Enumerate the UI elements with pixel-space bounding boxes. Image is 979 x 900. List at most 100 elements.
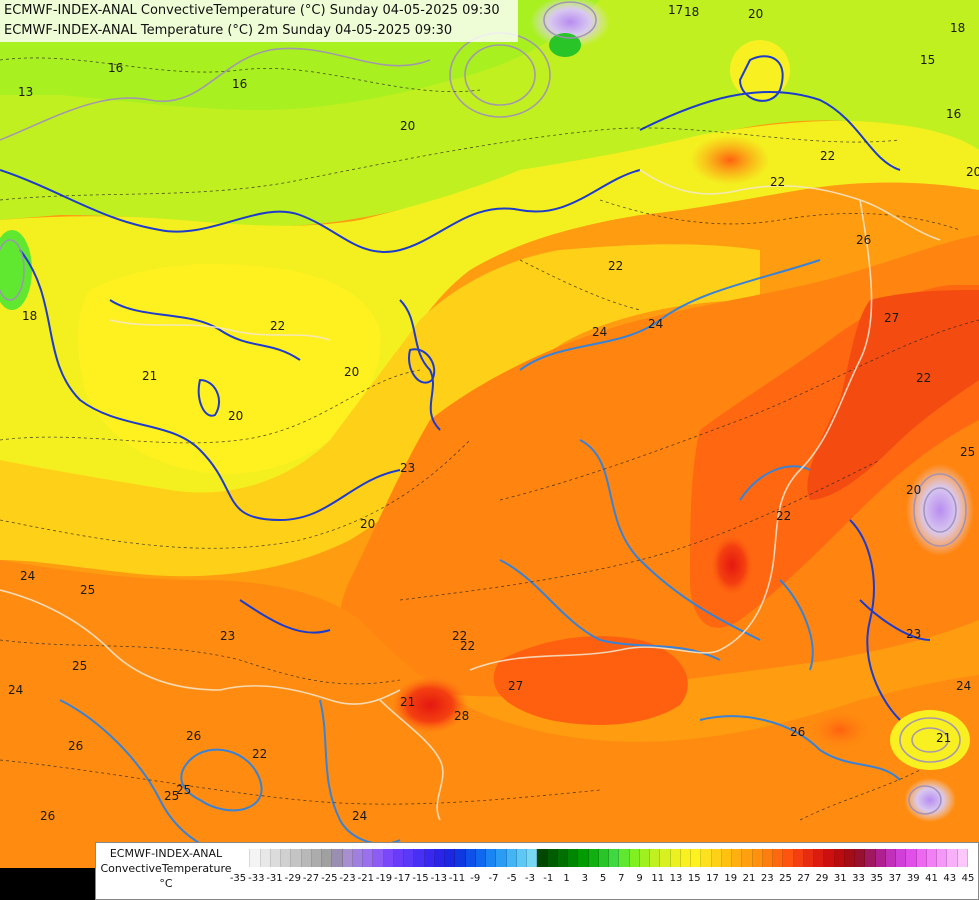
contour-value-label: 24 <box>352 809 367 823</box>
legend-tick-label: 19 <box>724 873 738 884</box>
contour-value-label: 26 <box>790 725 805 739</box>
legend-tick-label: 15 <box>687 873 701 884</box>
legend-swatch <box>260 849 271 867</box>
legend-swatch <box>926 849 937 867</box>
yellowspot-se <box>890 710 970 770</box>
contour-value-label: 27 <box>884 311 899 325</box>
contour-value-label: 24 <box>956 679 971 693</box>
legend-swatch <box>844 849 855 867</box>
contour-value-label: 22 <box>916 371 931 385</box>
legend-swatch <box>578 849 589 867</box>
legend-unit: °C <box>159 877 173 890</box>
legend-swatch <box>855 849 866 867</box>
contour-value-label: 22 <box>460 639 475 653</box>
legend-tick-label: -5 <box>506 873 517 884</box>
legend-tick-label: 7 <box>618 873 625 884</box>
legend-tick-label: -3 <box>525 873 535 884</box>
legend-swatch <box>496 849 507 867</box>
contour-value-label: 26 <box>40 809 55 823</box>
legend-swatch <box>516 849 527 867</box>
legend-tick-label: -19 <box>375 873 393 884</box>
dashed-contours <box>0 57 979 821</box>
contour-value-label: 23 <box>400 461 415 475</box>
contour-value-label: 16 <box>232 77 247 91</box>
legend-swatch <box>301 849 312 867</box>
legend-tick-label: 35 <box>870 873 884 884</box>
legend-swatch <box>281 849 292 867</box>
yellowspot-ne <box>730 40 790 100</box>
coldcore-north <box>530 0 610 48</box>
legend-swatch <box>773 849 784 867</box>
color-legend: ECMWF-INDEX-ANAL ConvectiveTemperature °… <box>95 842 979 900</box>
contour-value-label: 28 <box>454 709 469 723</box>
legend-tick-label: 41 <box>925 873 938 884</box>
legend-swatch <box>609 849 620 867</box>
contour-value-label: 18 <box>684 5 699 19</box>
legend-swatch <box>691 849 702 867</box>
legend-swatch <box>865 849 876 867</box>
title-line-1: ECMWF-INDEX-ANAL ConvectiveTemperature (… <box>4 3 500 18</box>
legend-swatch <box>486 849 497 867</box>
legend-tick-label: -17 <box>394 873 411 884</box>
legend-swatch <box>742 849 753 867</box>
legend-swatch <box>373 849 384 867</box>
legend-swatch <box>783 849 794 867</box>
borders <box>0 169 941 821</box>
title-line-2: ECMWF-INDEX-ANAL Temperature (°C) 2m Sun… <box>4 23 453 38</box>
legend-swatch <box>424 849 435 867</box>
legend-tick-label: 23 <box>760 873 774 884</box>
legend-swatch <box>711 849 722 867</box>
legend-tick-label: 13 <box>669 873 683 884</box>
contour-value-label: 21 <box>142 369 157 383</box>
warmspot-se <box>805 708 875 752</box>
legend-swatch <box>916 849 927 867</box>
greenspot-north <box>549 33 581 57</box>
contour-value-label: 24 <box>8 683 23 697</box>
legend-swatch <box>701 849 712 867</box>
contour-value-label: 20 <box>360 517 375 531</box>
legend-swatch <box>250 849 261 867</box>
legend-swatch <box>527 849 538 867</box>
legend-swatch <box>598 849 609 867</box>
legend-tick-label: -31 <box>266 873 283 884</box>
legend-tick-label: 27 <box>797 873 811 884</box>
contour-value-label: 22 <box>452 629 467 643</box>
contour-value-label: 22 <box>608 259 623 273</box>
contour-value-label: 26 <box>68 739 83 753</box>
legend-tick-label: -25 <box>321 873 338 884</box>
legend-tick-label: -21 <box>357 873 374 884</box>
contour-value-label: 22 <box>252 747 267 761</box>
legend-swatch <box>629 849 640 867</box>
legend-swatch <box>803 849 814 867</box>
contour-value-label: 20 <box>906 483 921 497</box>
legend-label: ECMWF-INDEX-ANAL ConvectiveTemperature °… <box>96 843 236 899</box>
hotspot-east <box>710 533 754 597</box>
legend-swatch <box>680 849 691 867</box>
contour-value-label: 25 <box>176 783 191 797</box>
contour-value-label: 20 <box>966 165 979 179</box>
legend-swatch <box>465 849 476 867</box>
legend-tick-label: -15 <box>412 873 429 884</box>
contour-value-label: 25 <box>72 659 87 673</box>
legend-swatch <box>793 849 804 867</box>
legend-swatches <box>240 849 968 867</box>
legend-tick-label: 31 <box>833 873 847 884</box>
legend-swatch <box>875 849 886 867</box>
contour-value-label: 25 <box>960 445 975 459</box>
contour-value-label: 18 <box>22 309 37 323</box>
legend-swatch <box>937 849 948 867</box>
contour-value-label: 24 <box>592 325 607 339</box>
contour-value-label: 20 <box>400 119 415 133</box>
legend-swatch <box>762 849 773 867</box>
legend-swatch <box>342 849 353 867</box>
legend-swatch <box>660 849 671 867</box>
contour-value-label: 21 <box>936 731 951 745</box>
contour-value-label: 23 <box>220 629 235 643</box>
contour-value-label: 25 <box>164 789 179 803</box>
legend-swatch <box>619 849 630 867</box>
legend-swatch <box>383 849 394 867</box>
legend-swatch <box>896 849 907 867</box>
greenspot-west <box>0 230 32 310</box>
contour-value-label: 24 <box>648 317 663 331</box>
